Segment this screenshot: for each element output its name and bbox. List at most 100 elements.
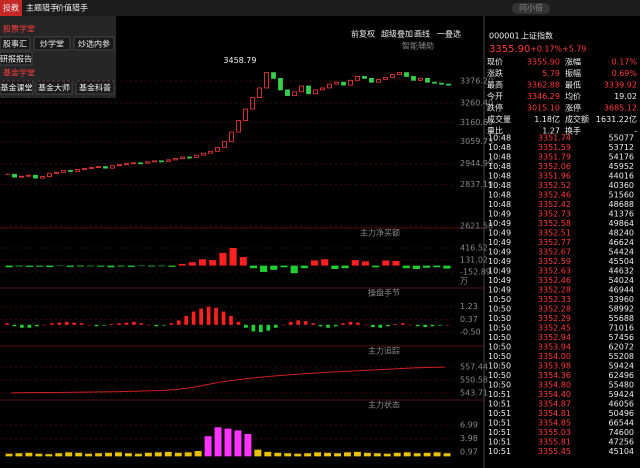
bar	[443, 453, 451, 457]
bar	[363, 452, 371, 457]
menu-item[interactable]: 基金科普	[79, 83, 111, 93]
trade-price: 3354.85	[538, 419, 571, 428]
candle	[208, 150, 213, 154]
candle	[180, 156, 185, 159]
trade-volume: 54424	[609, 248, 634, 257]
bar	[221, 311, 226, 325]
candle	[327, 83, 332, 89]
bar	[158, 265, 166, 267]
toolbar-button[interactable]: 前复权	[351, 29, 375, 39]
candle	[432, 81, 437, 84]
menu-button[interactable]	[0, 51, 33, 66]
bar	[294, 453, 302, 457]
bar	[392, 260, 400, 266]
trade-time: 10:48	[488, 172, 511, 181]
menu-button[interactable]	[73, 36, 115, 51]
candle	[54, 171, 59, 174]
tab[interactable]: 价值猎手	[56, 3, 88, 13]
toolbar-button[interactable]: 一叠选	[437, 29, 461, 39]
bar	[109, 324, 114, 325]
bar	[79, 323, 84, 325]
search-text[interactable]: 问小倍	[519, 3, 543, 13]
indicator-label: 智能辅助	[402, 41, 434, 51]
panel-label: 主力追踪	[368, 346, 400, 356]
menu-button[interactable]	[33, 36, 71, 51]
trade-price: 3353.98	[538, 362, 571, 371]
trade-time: 10:49	[488, 210, 511, 219]
menu-item[interactable]: 基金课堂	[1, 83, 33, 93]
bar	[117, 265, 125, 267]
trade-volume: 44016	[609, 172, 634, 181]
y-tick-label: 2621.58	[460, 221, 493, 230]
trade-volume: 45504	[609, 257, 634, 266]
y-tick-label: 557.44	[460, 363, 488, 372]
active-tab[interactable]	[0, 0, 22, 16]
candle	[362, 76, 367, 79]
bar	[274, 452, 282, 457]
bar	[154, 452, 162, 457]
menu-button[interactable]	[0, 36, 31, 51]
trade-volume: 46624	[609, 238, 634, 247]
bar	[443, 265, 451, 269]
bar	[310, 260, 319, 266]
price: 3355.90	[489, 44, 530, 55]
toolbar-button[interactable]: 画线	[414, 29, 430, 39]
bar	[42, 324, 47, 326]
candle	[33, 174, 38, 179]
bar	[148, 265, 156, 267]
bar	[85, 453, 93, 457]
y-tick-label: 0.97	[460, 448, 478, 457]
bar	[184, 452, 192, 457]
candle	[61, 170, 66, 173]
bar	[393, 452, 401, 457]
candle	[12, 173, 17, 178]
toolbar-button[interactable]: 超级叠加	[381, 29, 413, 39]
bar	[168, 265, 176, 267]
trade-price: 3352.77	[538, 238, 571, 247]
candle	[103, 166, 108, 169]
tab[interactable]: 投教	[3, 3, 19, 13]
bar	[326, 324, 330, 328]
menu-item[interactable]: 股事汇	[3, 39, 27, 49]
trade-time: 10:50	[488, 324, 511, 333]
bar	[49, 323, 54, 325]
menu-item[interactable]: 炒选内参	[78, 39, 110, 49]
candle	[47, 172, 52, 177]
bar	[244, 324, 248, 328]
menu-button[interactable]	[35, 80, 73, 95]
trade-price: 3352.28	[538, 286, 571, 295]
trade-volume: 57456	[609, 333, 634, 342]
candle	[117, 164, 122, 167]
y-tick-label: 3376.20	[460, 77, 493, 86]
trade-price: 3352.46	[538, 276, 571, 285]
search-box[interactable]	[512, 3, 550, 14]
trade-volume: 54024	[609, 276, 634, 285]
trade-time: 10:48	[488, 162, 511, 171]
trade-price: 3352.58	[538, 219, 571, 228]
trade-volume: 48240	[609, 229, 634, 238]
stat-label: 涨幅	[565, 57, 581, 67]
menu-item[interactable]: 研报报告	[0, 54, 32, 64]
bar	[324, 452, 332, 457]
bar	[251, 324, 256, 332]
bar	[87, 324, 91, 326]
bar	[198, 259, 207, 266]
bar	[281, 324, 286, 326]
trade-volume: 62072	[609, 343, 634, 352]
stock-name: 上证指数	[521, 31, 553, 41]
candle	[26, 174, 31, 177]
trade-price: 3352.46	[538, 191, 571, 200]
trade-volume: 48688	[609, 200, 634, 209]
trade-volume: 66544	[609, 419, 634, 428]
bar	[343, 452, 351, 457]
trade-price: 3351.59	[538, 143, 571, 152]
trade-time: 10:50	[488, 305, 511, 314]
unit-label: 万	[460, 277, 468, 286]
y-tick-label: 1.23	[460, 302, 478, 311]
menu-item[interactable]: 炒学堂	[40, 39, 64, 49]
bar	[115, 452, 122, 457]
bar	[356, 322, 360, 325]
tab[interactable]: 主题猎手	[26, 3, 58, 13]
menu-item[interactable]: 基金大师	[38, 83, 70, 93]
candle	[201, 152, 206, 156]
